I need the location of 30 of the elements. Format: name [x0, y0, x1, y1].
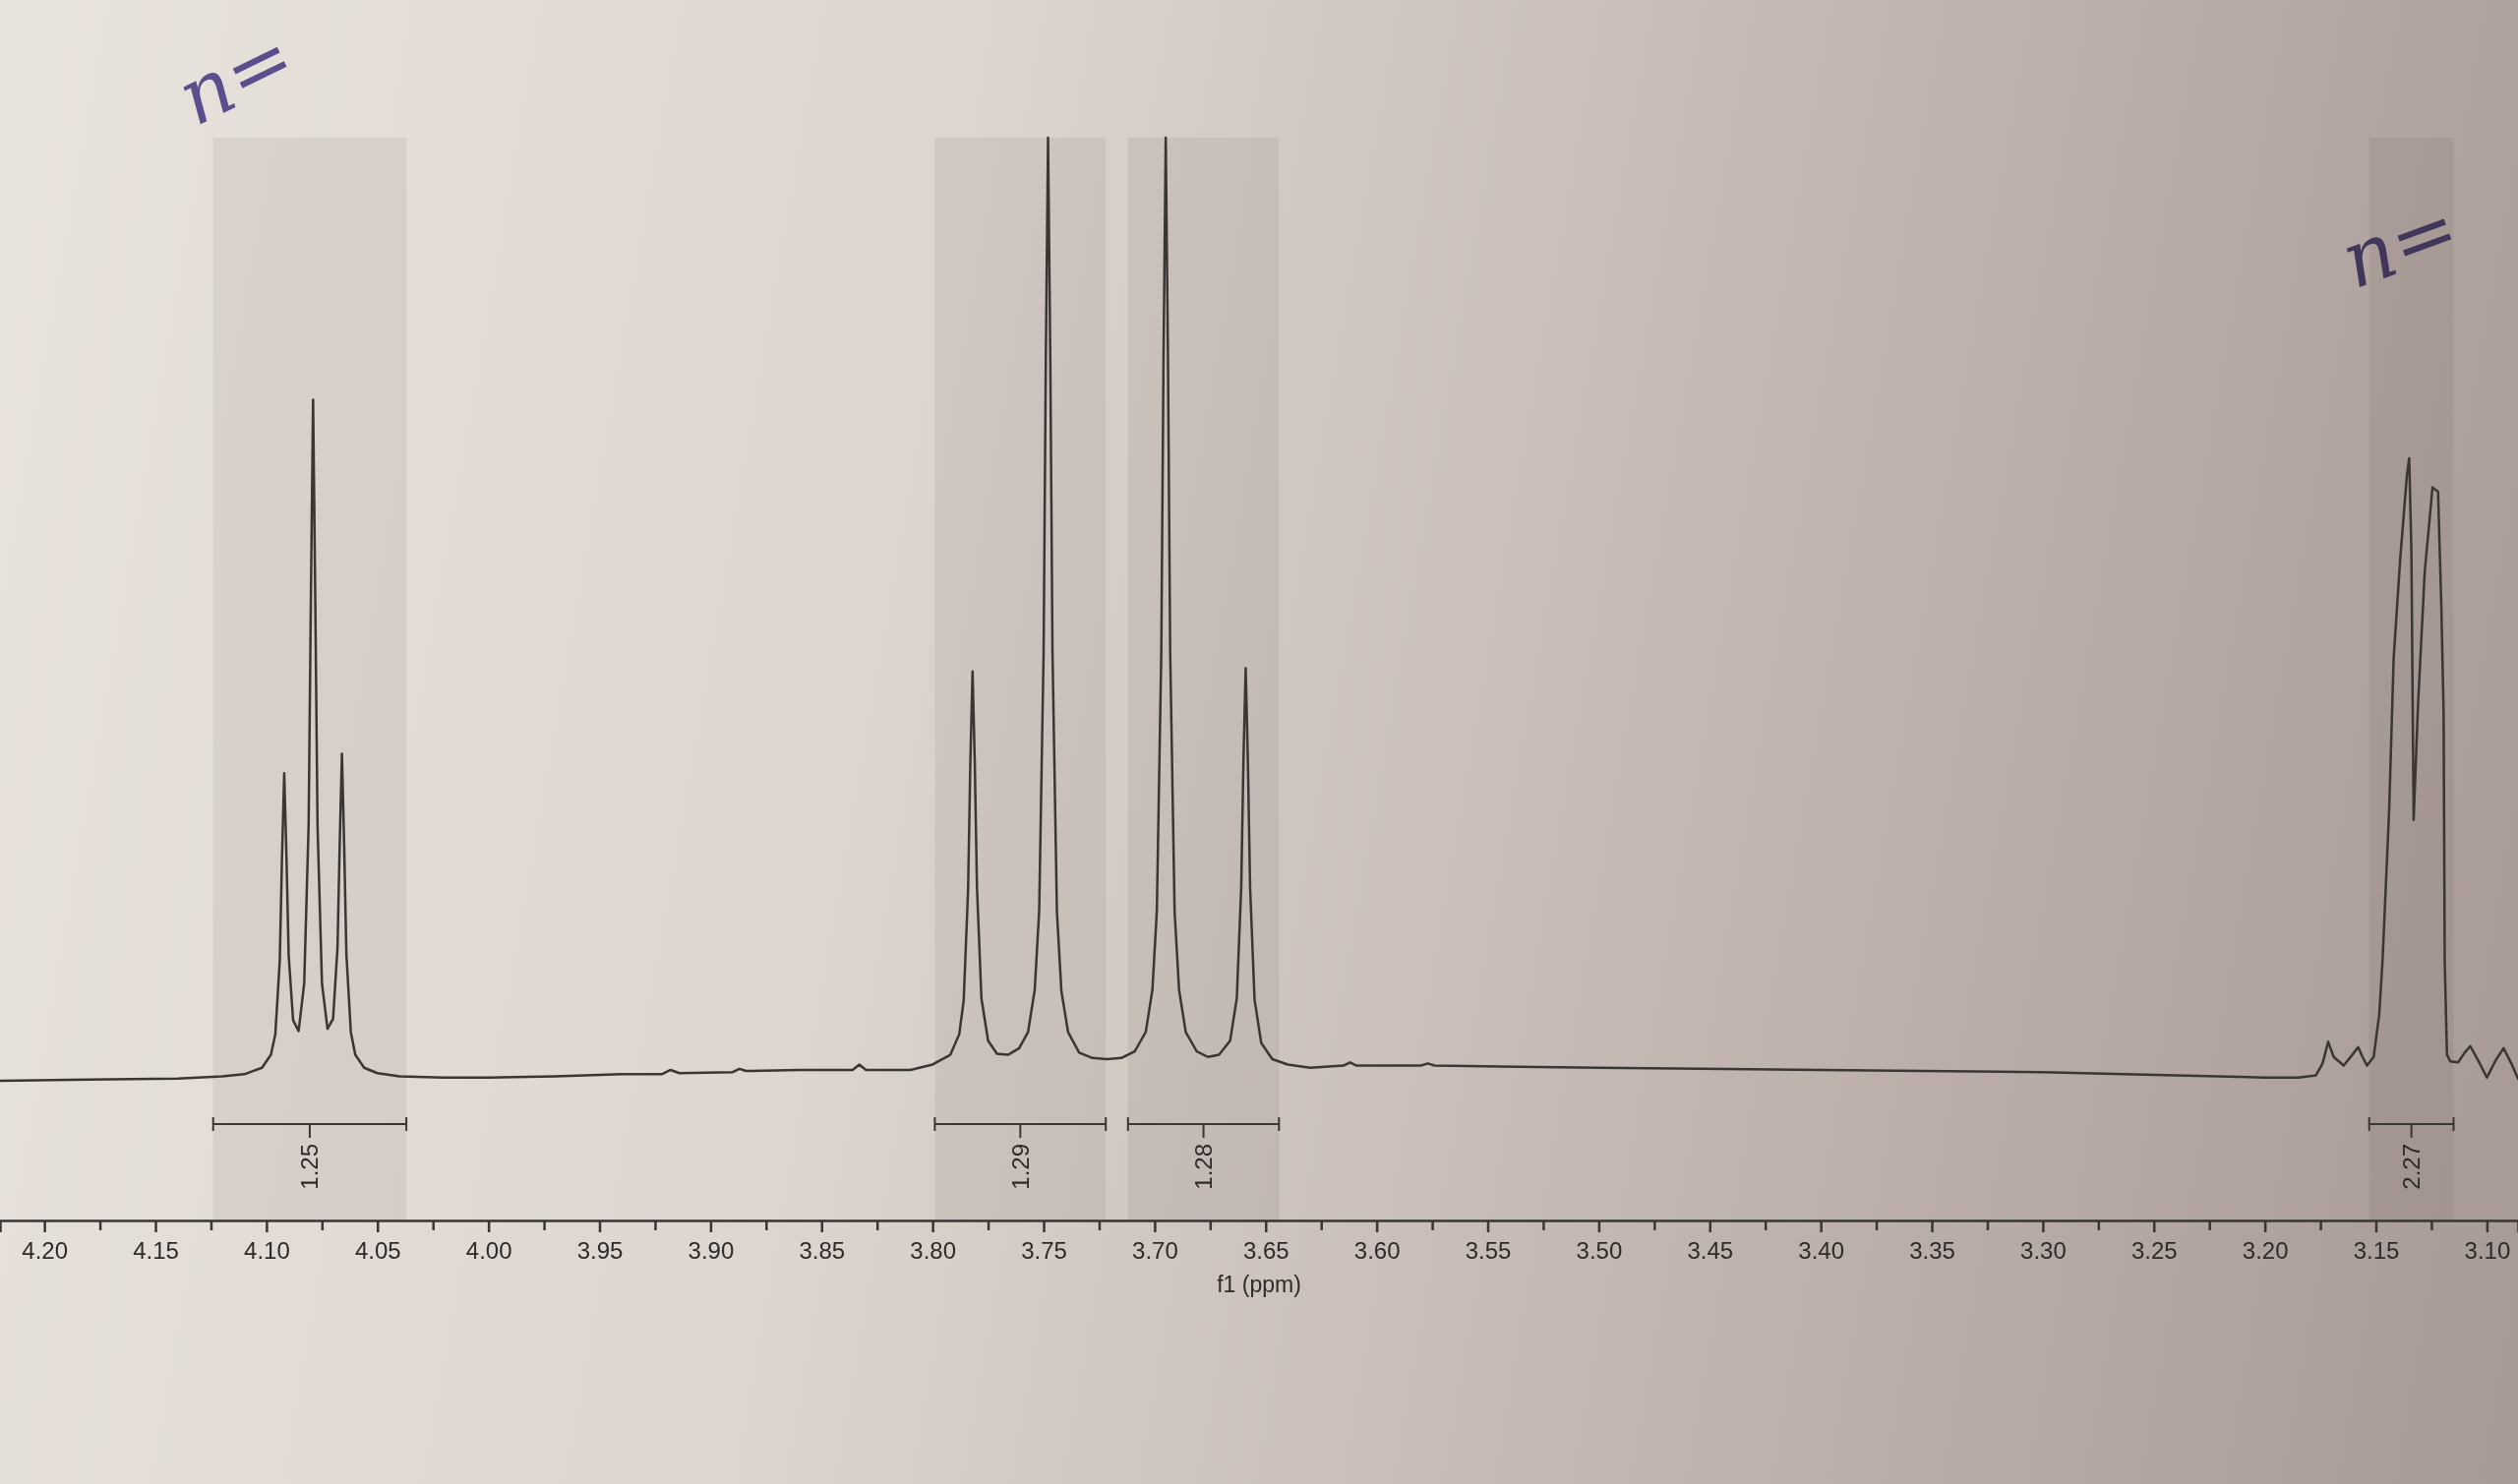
- band-label: 1.25: [296, 1144, 324, 1190]
- x-tick-label: 3.25: [2130, 1237, 2178, 1265]
- x-tick-label: 3.90: [688, 1237, 735, 1265]
- x-tick-label: 3.50: [1576, 1237, 1623, 1265]
- band-label: 1.29: [1006, 1144, 1034, 1190]
- x-tick-label: 3.95: [576, 1237, 624, 1265]
- x-tick-label: 3.30: [2020, 1237, 2067, 1265]
- x-tick-label: 3.20: [2242, 1237, 2289, 1265]
- x-tick-label: 4.15: [133, 1237, 179, 1265]
- x-tick-label: 3.85: [799, 1237, 846, 1265]
- x-tick-label: 3.80: [910, 1237, 957, 1265]
- x-tick-label: 3.35: [1909, 1237, 1955, 1265]
- x-axis-title: f1 (ppm): [1217, 1272, 1301, 1297]
- x-tick-label: 3.75: [1021, 1237, 1067, 1265]
- band-label: 2.27: [2398, 1144, 2426, 1190]
- x-tick-label: 3.60: [1353, 1237, 1401, 1265]
- annotation: n=: [2329, 181, 2471, 307]
- x-tick-label: 3.45: [1687, 1237, 1734, 1265]
- x-tick-label: 4.00: [465, 1237, 512, 1265]
- x-tick-label: 3.65: [1242, 1237, 1289, 1265]
- annotation: n=: [163, 10, 309, 144]
- x-tick-label: 4.20: [22, 1237, 69, 1265]
- x-tick-label: 3.40: [1798, 1237, 1845, 1265]
- x-tick-label: 3.55: [1465, 1237, 1512, 1265]
- band-label: 1.28: [1190, 1144, 1218, 1190]
- x-tick-label: 3.70: [1132, 1237, 1178, 1265]
- x-tick-label: 3.10: [2464, 1237, 2511, 1265]
- x-tick-label: 4.10: [244, 1237, 290, 1265]
- x-tick-label: 3.15: [2353, 1237, 2400, 1265]
- x-tick-label: 4.05: [354, 1237, 401, 1265]
